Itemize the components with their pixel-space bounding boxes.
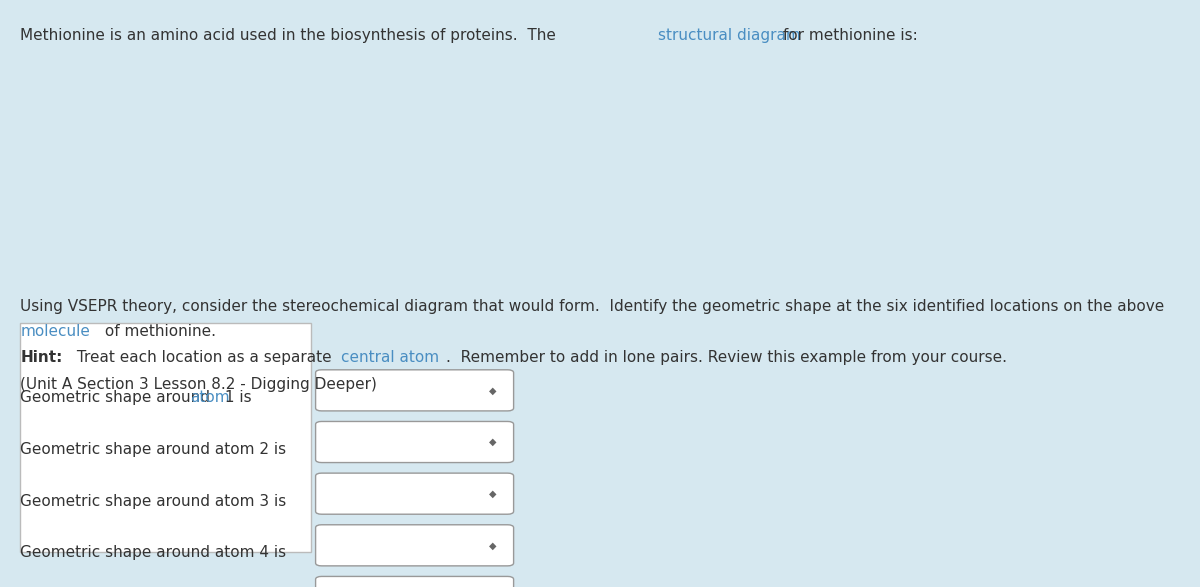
Text: Hint:: Hint:	[20, 350, 62, 366]
Text: O: O	[192, 423, 202, 436]
Text: Treat each location as a separate: Treat each location as a separate	[72, 350, 336, 366]
Text: H: H	[217, 423, 227, 436]
Text: S: S	[85, 423, 94, 436]
Text: Geometric shape around atom 4 is: Geometric shape around atom 4 is	[20, 545, 287, 561]
Text: H: H	[152, 537, 162, 550]
Text: Geometric shape around atom 2 is: Geometric shape around atom 2 is	[20, 442, 287, 457]
Text: ◆: ◆	[490, 437, 497, 447]
Text: C: C	[167, 423, 176, 436]
Text: 4: 4	[145, 413, 151, 421]
Text: .  Remember to add in lone pairs. Review this example from your course.: . Remember to add in lone pairs. Review …	[446, 350, 1008, 366]
Text: of methionine.: of methionine.	[100, 324, 216, 339]
Text: 6: 6	[128, 491, 134, 500]
Text: ◆: ◆	[490, 488, 497, 499]
Text: N: N	[136, 501, 145, 514]
Text: (Unit A Section 3 Lesson 8.2 - Digging Deeper): (Unit A Section 3 Lesson 8.2 - Digging D…	[20, 377, 377, 392]
Text: H: H	[136, 468, 145, 481]
Text: ◆: ◆	[490, 385, 497, 396]
Text: H: H	[118, 537, 128, 550]
Text: C: C	[136, 423, 145, 436]
Text: 5: 5	[176, 413, 182, 421]
Text: H: H	[59, 468, 68, 481]
Text: H: H	[136, 379, 145, 392]
Text: C: C	[59, 423, 68, 436]
Text: Geometric shape around: Geometric shape around	[20, 390, 215, 406]
Text: molecule: molecule	[20, 324, 90, 339]
Text: ◆: ◆	[490, 540, 497, 551]
Text: Methionine is an amino acid used in the biosynthesis of proteins.  The: Methionine is an amino acid used in the …	[20, 28, 562, 43]
Text: 1: 1	[68, 413, 74, 421]
Text: Using VSEPR theory, consider the stereochemical diagram that would form.  Identi: Using VSEPR theory, consider the stereoc…	[20, 299, 1165, 315]
Text: H: H	[38, 423, 49, 436]
Text: H: H	[109, 468, 120, 481]
Text: H: H	[109, 379, 120, 392]
Text: H: H	[59, 379, 68, 392]
Text: 1 is: 1 is	[220, 390, 251, 406]
Text: 3: 3	[120, 413, 126, 421]
Text: 2: 2	[95, 413, 100, 421]
Text: O: O	[166, 379, 176, 392]
Text: C: C	[110, 423, 119, 436]
Text: structural diagram: structural diagram	[658, 28, 800, 43]
Text: Geometric shape around atom 3 is: Geometric shape around atom 3 is	[20, 494, 287, 509]
Text: central atom: central atom	[341, 350, 439, 366]
Text: for methionine is:: for methionine is:	[778, 28, 917, 43]
Text: atom: atom	[190, 390, 229, 406]
